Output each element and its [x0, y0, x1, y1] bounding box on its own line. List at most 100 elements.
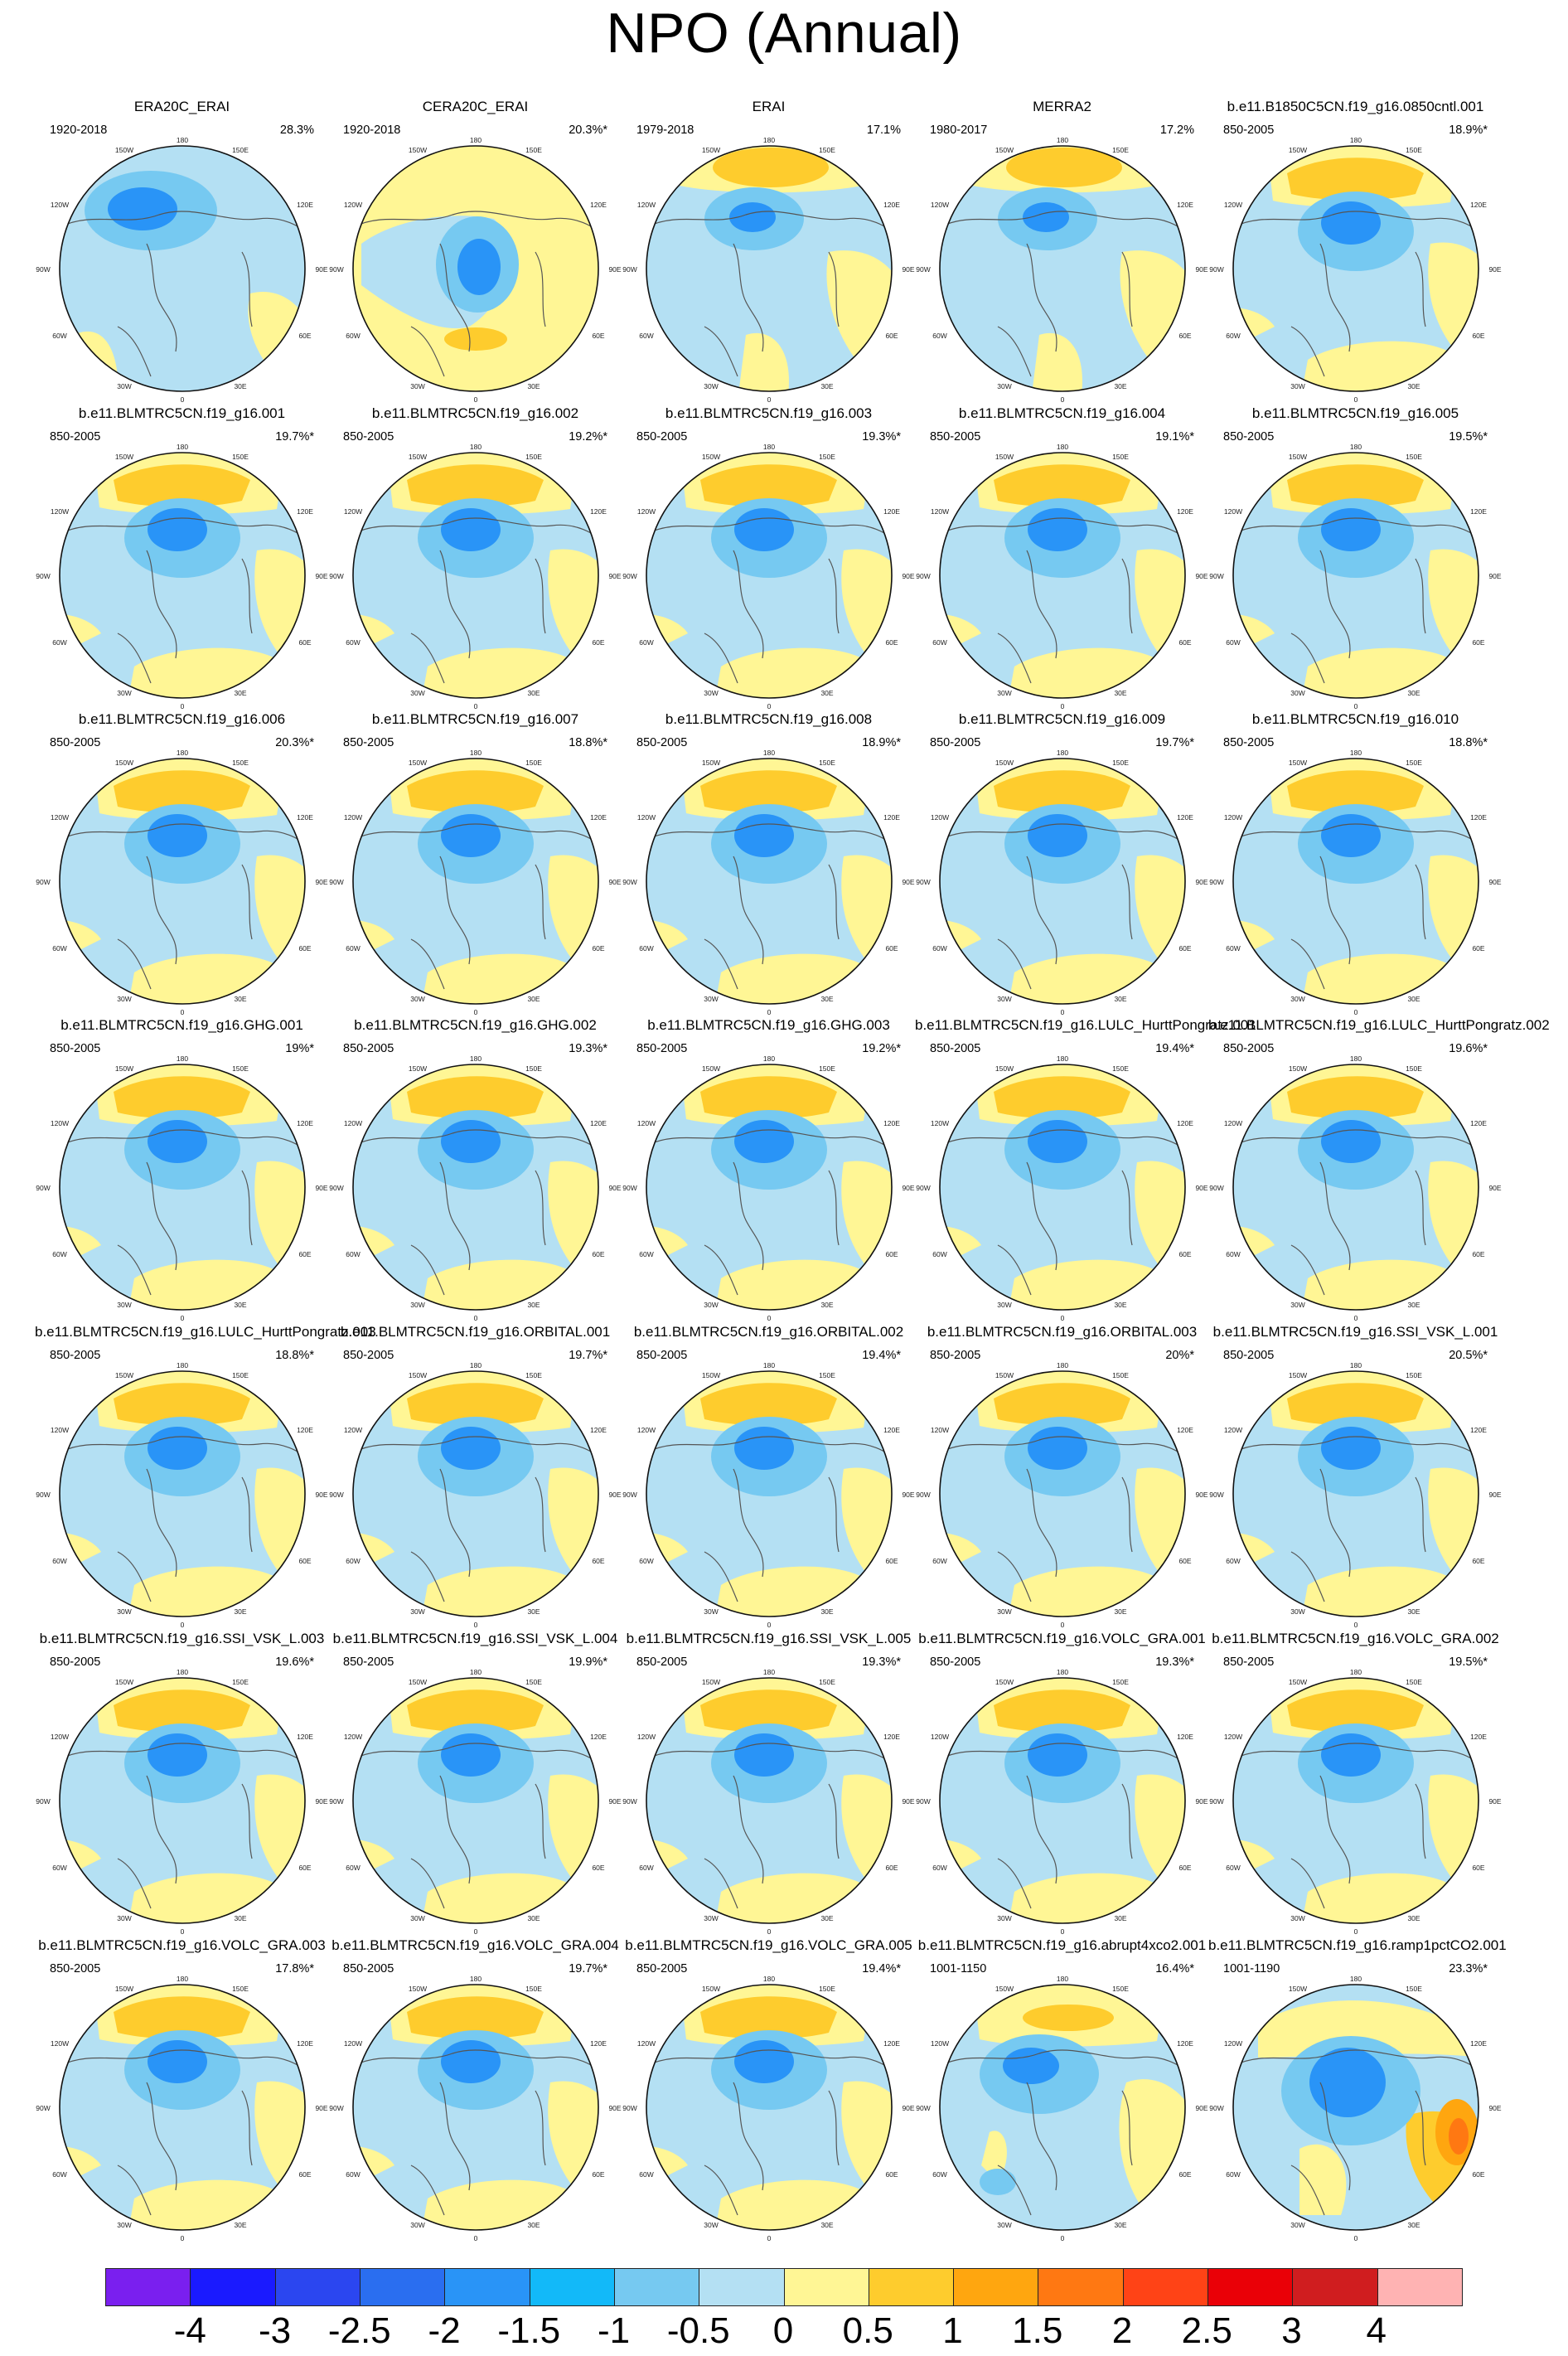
map-panel: b.e11.BLMTRC5CN.f19_g16.ramp1pctCO2.001 1… [1208, 1937, 1507, 2243]
map-panel: b.e11.BLMTRC5CN.f19_g16.003 850-2005 19.3%… [622, 405, 916, 711]
panel-period: 850-2005 [50, 1349, 101, 1362]
map-panel: b.e11.BLMTRC5CN.f19_g16.LULC_HurttPongra… [915, 1016, 1256, 1323]
longitude-label: 60E [298, 1250, 311, 1258]
panel-title: b.e11.BLMTRC5CN.f19_g16.008 [665, 711, 873, 727]
longitude-label: 30E [527, 1301, 540, 1309]
longitude-label: 150E [1112, 1678, 1129, 1686]
longitude-label: 180 [1350, 136, 1362, 144]
colorbar-box [954, 2269, 1039, 2305]
longitude-label: 120W [344, 1733, 362, 1741]
longitude-label: 150E [1406, 1985, 1422, 1993]
longitude-label: 120E [1470, 813, 1487, 822]
map-panel: b.e11.BLMTRC5CN.f19_g16.009 850-2005 19.7%… [915, 710, 1209, 1017]
longitude-label: 0 [1354, 1927, 1358, 1936]
longitude-label: 0 [181, 395, 185, 404]
polar-map: 180 150W 150E 120W 120E 90W 90E 60W 60E 30W 30E 0 [36, 749, 328, 1016]
longitude-label: 30E [1114, 1914, 1126, 1922]
panel-period: 850-2005 [636, 736, 688, 749]
longitude-label: 60E [592, 944, 604, 953]
longitude-label: 30E [527, 995, 540, 1003]
map-panel: b.e11.BLMTRC5CN.f19_g16.ORBITAL.001 850-2… [328, 1323, 622, 1630]
longitude-label: 150E [1112, 146, 1129, 154]
longitude-label: 120E [883, 1733, 900, 1741]
polar-map: 180 150W 150E 120W 120E 90W 90E 60W 60E 30W 30E 0 [329, 1668, 622, 1936]
longitude-label: 60E [1472, 1557, 1484, 1565]
longitude-label: 90E [1488, 572, 1501, 580]
longitude-label: 60E [298, 2170, 311, 2179]
panel-title: b.e11.BLMTRC5CN.f19_g16.ORBITAL.003 [927, 1324, 1198, 1340]
longitude-label: 60E [1178, 1250, 1191, 1258]
longitude-label: 150E [525, 453, 542, 461]
longitude-label: 120W [51, 2039, 69, 2048]
panel-title: b.e11.BLMTRC5CN.f19_g16.005 [1251, 405, 1459, 421]
longitude-label: 60W [346, 2170, 360, 2179]
panel-title: b.e11.BLMTRC5CN.f19_g16.007 [371, 711, 579, 727]
longitude-label: 150W [702, 1985, 720, 1993]
longitude-label: 150E [525, 1371, 542, 1379]
colorbar-box [699, 2269, 785, 2305]
longitude-label: 150W [702, 1064, 720, 1073]
longitude-label: 60W [932, 944, 946, 953]
longitude-label: 150E [232, 1985, 249, 1993]
polar-map: 180 150W 150E 120W 120E 90W 90E 60W 60E 30W 30E 0 [622, 443, 915, 710]
longitude-label: 90W [1209, 2104, 1223, 2112]
longitude-label: 120W [51, 1426, 69, 1434]
longitude-label: 180 [763, 1361, 775, 1369]
longitude-label: 0 [181, 1927, 185, 1936]
longitude-label: 30W [117, 995, 131, 1003]
longitude-label: 150E [525, 759, 542, 767]
longitude-label: 30E [820, 382, 833, 390]
polar-map: 180 150W 150E 120W 120E 90W 90E 60W 60E 30W 30E 0 [622, 136, 915, 404]
panel-period: 850-2005 [636, 1349, 688, 1362]
panel-period: 850-2005 [1223, 1656, 1275, 1669]
longitude-label: 90E [608, 1184, 621, 1192]
panel-period: 1001-1190 [1223, 1962, 1280, 1975]
longitude-label: 60E [885, 2170, 898, 2179]
longitude-label: 120E [1177, 201, 1193, 209]
longitude-label: 90W [916, 1184, 930, 1192]
colorbar-tick-label: 1.5 [1012, 2310, 1063, 2351]
longitude-label: 150E [525, 1678, 542, 1686]
longitude-label: 120W [344, 1426, 362, 1434]
colorbar-tick-label: 4 [1366, 2310, 1387, 2351]
longitude-label: 120W [931, 1426, 949, 1434]
longitude-label: 30E [1114, 1301, 1126, 1309]
colorbar-tick-label: 1 [942, 2310, 963, 2351]
longitude-label: 60E [885, 638, 898, 647]
longitude-label: 90W [36, 2104, 50, 2112]
longitude-label: 180 [470, 1975, 482, 1983]
longitude-label: 90W [916, 2104, 930, 2112]
panel-title: b.e11.BLMTRC5CN.f19_g16.LULC_HurttPongra… [1208, 1017, 1550, 1033]
polar-map: 180 150W 150E 120W 120E 90W 90E 60W 60E 30W 30E 0 [916, 1054, 1208, 1322]
polar-map: 180 150W 150E 120W 120E 90W 90E 60W 60E 30W 30E 0 [622, 749, 915, 1016]
longitude-label: 120E [883, 1426, 900, 1434]
panel-title: b.e11.BLMTRC5CN.f19_g16.VOLC_GRA.003 [38, 1937, 326, 1953]
panel-variance-percent: 19.4%* [1155, 1042, 1194, 1055]
colorbar-tick-label: -3 [258, 2310, 292, 2351]
panel-variance-percent: 19.5%* [1449, 1656, 1488, 1669]
longitude-label: 180 [1057, 443, 1068, 451]
panel-period: 850-2005 [1223, 1349, 1275, 1362]
longitude-label: 0 [767, 1927, 772, 1936]
longitude-label: 60W [639, 2170, 653, 2179]
longitude-label: 90W [329, 572, 343, 580]
panel-title: b.e11.BLMTRC5CN.f19_g16.VOLC_GRA.005 [625, 1937, 912, 1953]
longitude-label: 90W [622, 1491, 636, 1499]
longitude-label: 30E [234, 1914, 246, 1922]
longitude-label: 0 [1061, 395, 1065, 404]
longitude-label: 0 [474, 1008, 478, 1016]
longitude-label: 150W [115, 759, 133, 767]
longitude-label: 60W [346, 332, 360, 340]
panel-title: b.e11.BLMTRC5CN.f19_g16.GHG.003 [647, 1017, 890, 1033]
longitude-label: 0 [474, 1927, 478, 1936]
polar-map: 180 150W 150E 120W 120E 90W 90E 60W 60E 30W 30E 0 [916, 1975, 1208, 2242]
longitude-label: 0 [1061, 1008, 1065, 1016]
polar-map: 180 150W 150E 120W 120E 90W 90E 60W 60E 30W 30E 0 [36, 1975, 328, 2242]
longitude-label: 60E [592, 332, 604, 340]
longitude-label: 90W [36, 878, 50, 886]
longitude-label: 0 [474, 2234, 478, 2242]
longitude-label: 60W [932, 1864, 946, 1872]
longitude-label: 60E [1472, 332, 1484, 340]
polar-map: 180 150W 150E 120W 120E 90W 90E 60W 60E 30W 30E 0 [1209, 1361, 1502, 1629]
longitude-label: 150E [819, 759, 835, 767]
